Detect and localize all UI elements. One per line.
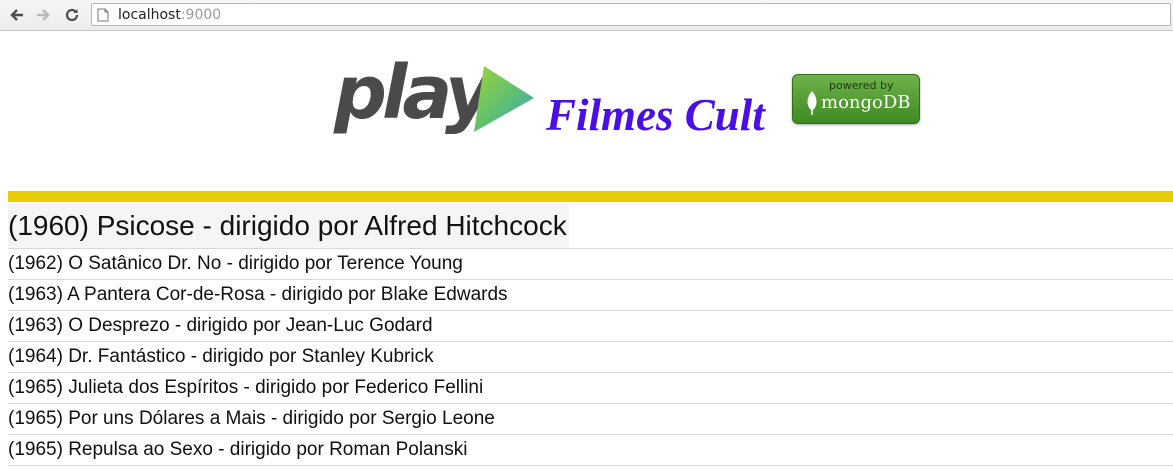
list-item: (1962) O Satânico Dr. No - dirigido por … <box>8 249 1173 280</box>
back-button[interactable] <box>6 4 28 26</box>
film-list: (1960) Psicose - dirigido por Alfred Hit… <box>8 204 1173 466</box>
play-logo-icon <box>474 66 534 132</box>
list-item: (1965) Repulsa ao Sexo - dirigido por Ro… <box>8 435 1173 466</box>
mongodb-badge: powered by mongoDB <box>792 74 920 124</box>
mongodb-leaf-icon <box>807 91 817 115</box>
url-host: localhost <box>118 7 181 23</box>
browser-toolbar: localhost:9000 <box>0 0 1173 31</box>
back-arrow-icon <box>10 9 23 21</box>
site-title: Filmes Cult <box>546 90 765 140</box>
list-item: (1965) Por uns Dólares a Mais - dirigido… <box>8 404 1173 435</box>
list-item: (1963) A Pantera Cor-de-Rosa - dirigido … <box>8 280 1173 311</box>
forward-button[interactable] <box>32 4 54 26</box>
reload-button[interactable] <box>61 4 83 26</box>
film-featured-rule <box>8 248 1173 249</box>
badge-name-text: mongoDB <box>821 92 911 113</box>
page-icon <box>97 8 109 22</box>
badge-powered-text: powered by <box>829 79 894 92</box>
header-divider <box>8 191 1173 202</box>
film-featured: (1960) Psicose - dirigido por Alfred Hit… <box>8 204 569 248</box>
list-item: (1964) Dr. Fantástico - dirigido por Sta… <box>8 342 1173 373</box>
url-text: localhost:9000 <box>118 7 221 23</box>
address-bar[interactable]: localhost:9000 <box>91 3 1171 26</box>
list-item: (1963) O Desprezo - dirigido por Jean-Lu… <box>8 311 1173 342</box>
url-port: :9000 <box>180 7 222 23</box>
play-logo-text: play <box>334 50 493 136</box>
list-item: (1965) Julieta dos Espíritos - dirigido … <box>8 373 1173 404</box>
forward-arrow-icon <box>37 9 50 21</box>
reload-icon <box>65 8 79 22</box>
